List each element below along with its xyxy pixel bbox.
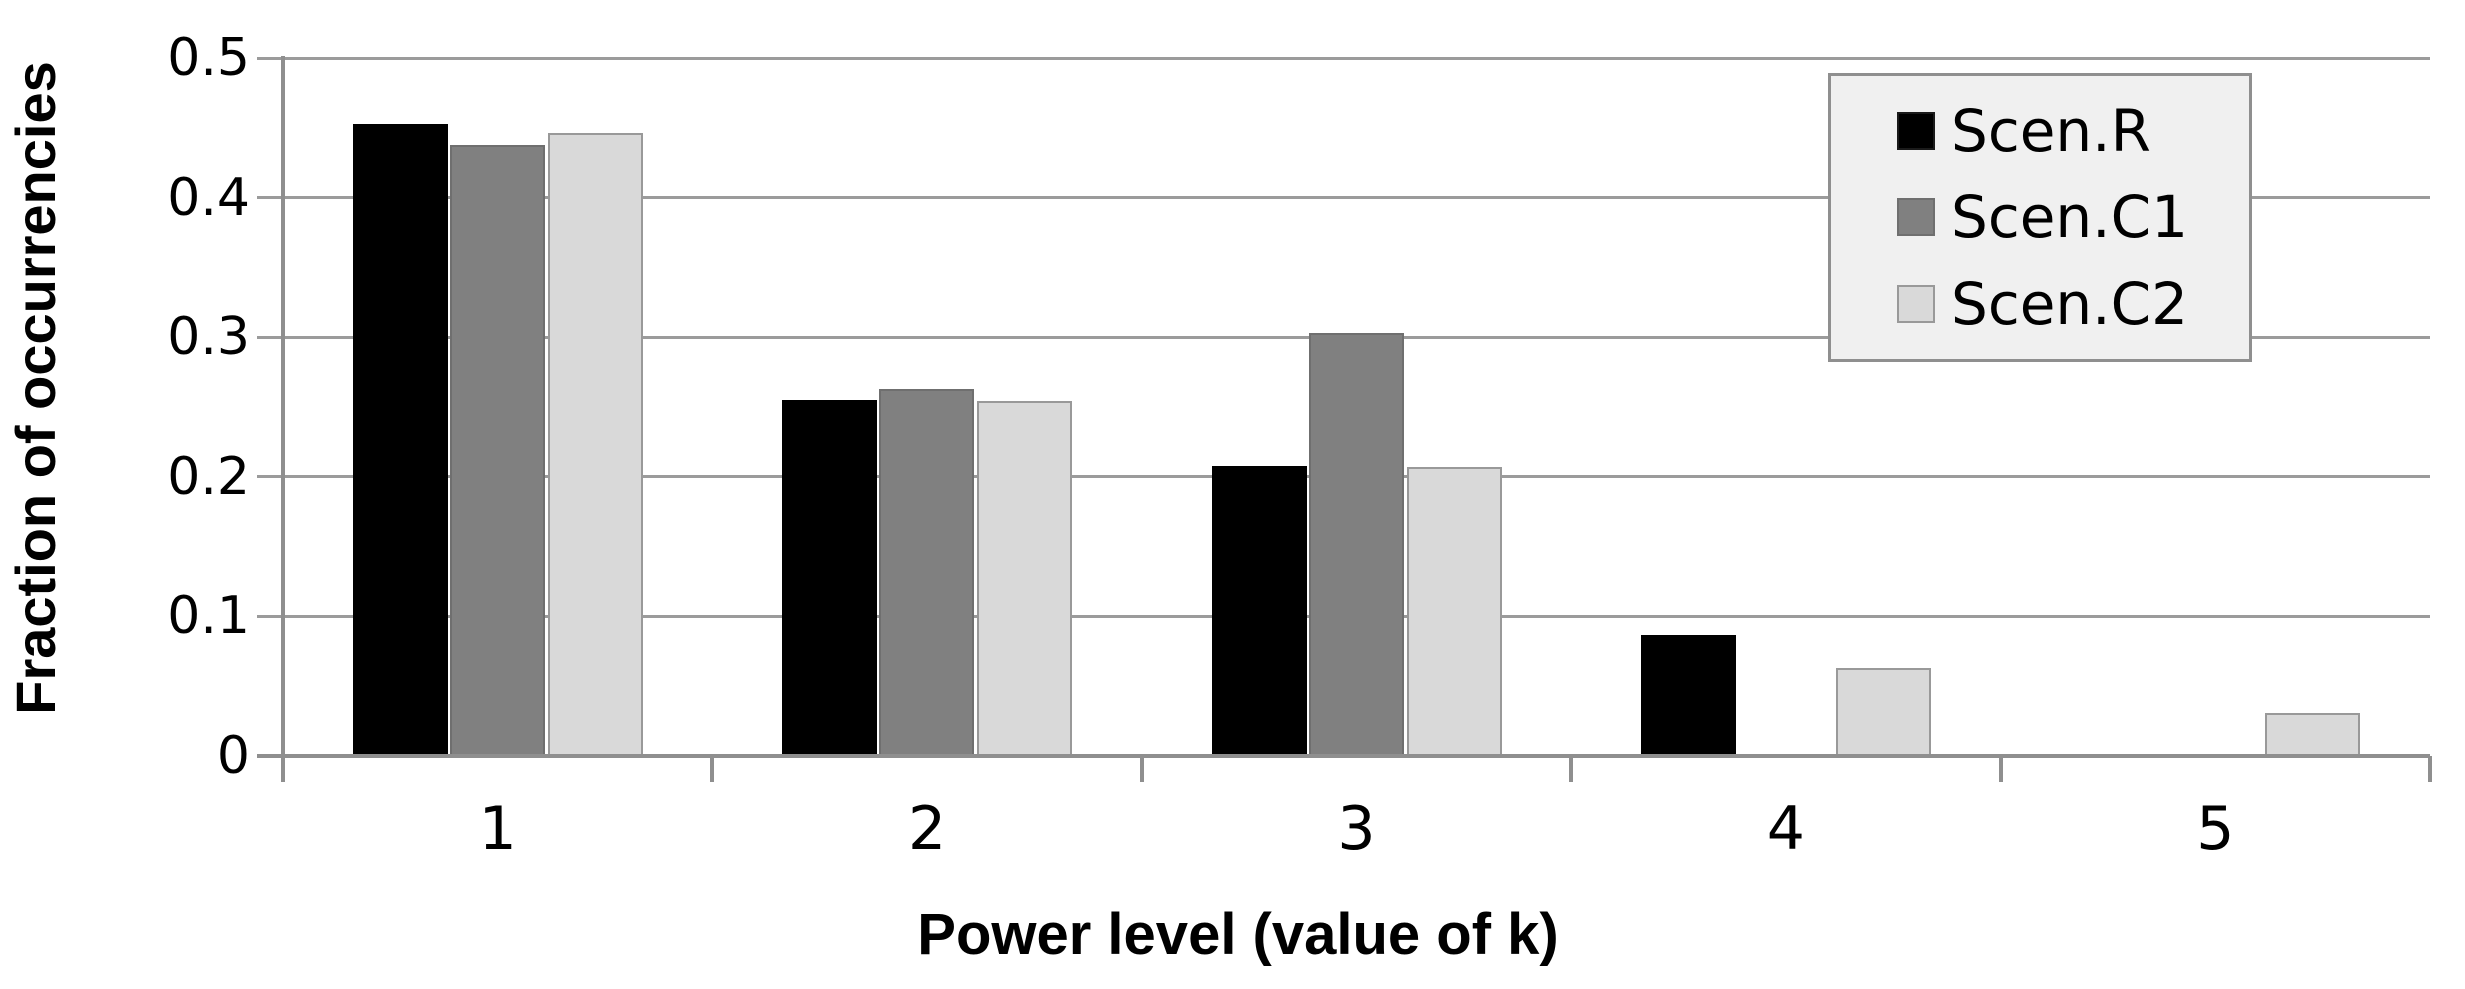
gridline: [257, 196, 2430, 200]
x-tick-mark: [1998, 756, 2003, 782]
bar-scen-c1-k2: [879, 388, 975, 756]
bar-scen-c1-k1: [449, 144, 545, 756]
legend-swatch-icon: [1897, 284, 1935, 323]
legend-swatch-icon: [1897, 112, 1935, 151]
x-axis-line: [257, 754, 2430, 758]
y-axis-title: Fraction of occurrencies: [4, 61, 67, 715]
y-tick-label: 0: [216, 726, 250, 786]
x-tick-label: 1: [478, 794, 517, 864]
gridline: [257, 56, 2430, 60]
bar-scen-r-k3: [1211, 465, 1307, 756]
x-tick-mark: [1569, 756, 1574, 782]
legend-label: Scen.C1: [1951, 183, 2188, 252]
y-axis-line: [281, 56, 285, 782]
bar-scen-c2-k4: [1835, 668, 1931, 756]
y-tick-label: 0.3: [167, 307, 250, 368]
x-tick-mark: [2428, 756, 2432, 782]
x-tick-label: 5: [2196, 794, 2235, 864]
x-tick-label: 3: [1337, 794, 1376, 864]
legend-label: Scen.C2: [1951, 269, 2188, 338]
x-axis-title: Power level (value of k): [917, 902, 1559, 967]
bar-scen-r-k2: [782, 400, 878, 756]
legend-item-scen-c1: Scen.C1: [1897, 188, 2249, 246]
x-tick-mark: [710, 756, 715, 782]
bar-scen-c2-k1: [547, 133, 643, 756]
y-tick-label: 0.4: [167, 167, 250, 228]
x-tick-mark: [1139, 756, 1144, 782]
x-tick-label: 2: [908, 794, 947, 864]
y-tick-label: 0.5: [167, 28, 250, 88]
y-tick-label: 0.1: [167, 586, 250, 647]
bar-scen-c2-k3: [1406, 467, 1502, 756]
bar-scen-r-k1: [352, 123, 448, 756]
legend: Scen.R Scen.C1 Scen.C2: [1828, 73, 2252, 362]
bar-scen-r-k4: [1640, 634, 1736, 756]
legend-item-scen-c2: Scen.C2: [1897, 275, 2249, 333]
y-tick-label: 0.2: [167, 446, 250, 507]
bar-scen-c2-k2: [977, 401, 1073, 756]
x-tick-label: 4: [1766, 794, 1805, 864]
bar-scen-c2-k5: [2265, 712, 2361, 756]
legend-item-scen-r: Scen.R: [1897, 102, 2249, 160]
legend-swatch-icon: [1897, 198, 1935, 237]
bar-scen-c1-k3: [1308, 333, 1404, 756]
legend-label: Scen.R: [1951, 97, 2151, 166]
